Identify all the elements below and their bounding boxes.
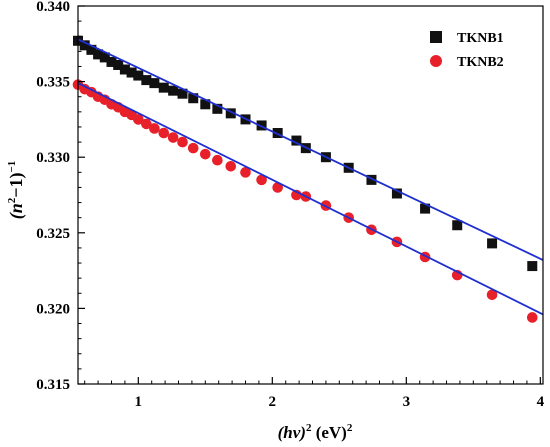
y-tick-label: 0.325 <box>36 226 70 242</box>
data-point <box>200 148 211 160</box>
plot-frame <box>77 5 544 385</box>
data-point <box>158 127 170 139</box>
series-tknb2 <box>72 79 544 323</box>
y-tick-label: 0.320 <box>36 301 70 317</box>
data-point <box>487 238 498 249</box>
plot-layer <box>72 35 544 323</box>
data-point <box>93 49 104 60</box>
data-point <box>272 128 283 139</box>
data-point <box>133 114 144 125</box>
data-point <box>200 99 211 110</box>
x-axis-title: (hν)2 (eV)2 <box>278 422 353 442</box>
data-point <box>167 132 179 143</box>
data-point <box>391 188 402 199</box>
data-point <box>141 118 152 130</box>
data-point <box>526 312 538 323</box>
x-axis-title-exp: 2 <box>306 422 312 434</box>
x-tick-label: 1 <box>135 394 143 410</box>
data-point <box>126 67 137 78</box>
data-point <box>158 82 169 93</box>
x-tick-label: 2 <box>269 394 277 410</box>
x-tick-label: 3 <box>403 394 411 410</box>
legend: TKNB1 TKNB2 <box>430 31 504 70</box>
legend-label-tknb2: TKNB2 <box>457 55 504 70</box>
data-point <box>149 123 160 134</box>
data-point <box>212 154 223 166</box>
y-axis-title-exp: 2 <box>6 197 18 203</box>
y-tick-label: 0.340 <box>36 0 70 15</box>
y-tick-label: 0.315 <box>36 377 70 393</box>
legend-marker-tknb1 <box>430 31 442 43</box>
data-point <box>272 182 283 193</box>
legend-label-tknb1: TKNB1 <box>457 31 504 46</box>
y-axis-title: (n2−1)−1 <box>6 161 27 220</box>
data-point <box>86 44 97 55</box>
data-point <box>177 88 188 99</box>
x-axis-title-unit-exp: 2 <box>347 422 353 434</box>
series-tknb1 <box>73 35 544 272</box>
data-point <box>486 289 498 301</box>
y-tick-label: 0.330 <box>36 150 70 166</box>
y-tick-label: 0.335 <box>36 75 70 91</box>
legend-marker-tknb2 <box>430 55 442 67</box>
data-point <box>106 56 117 67</box>
y-axis-title-exp2: −1 <box>6 161 18 173</box>
data-point <box>187 142 199 154</box>
y-axis-title-base: (n <box>6 203 27 219</box>
data-point <box>149 78 160 89</box>
fit-line-tknb2 <box>77 82 544 316</box>
x-axis-title-unit: (eV) <box>311 423 346 442</box>
data-point <box>291 135 302 146</box>
data-point <box>212 103 223 114</box>
fit-line-tknb1 <box>77 38 544 261</box>
data-point <box>99 52 110 63</box>
data-point <box>119 64 130 75</box>
y-axis-title-mid: −1) <box>6 173 27 198</box>
data-point <box>79 40 90 51</box>
data-point <box>527 261 538 272</box>
data-point <box>177 136 188 148</box>
x-tick-label: 4 <box>537 394 545 410</box>
data-point <box>256 174 267 186</box>
data-point <box>188 93 199 104</box>
data-point <box>133 70 144 81</box>
x-axis-title-base: (hν) <box>278 423 306 442</box>
data-point <box>240 167 251 178</box>
data-point <box>452 220 463 231</box>
axis-layer: 1 2 3 4 0.315 0.320 0.325 0.330 0.335 0.340 <box>36 0 544 410</box>
data-point <box>225 160 237 172</box>
data-point <box>113 59 124 70</box>
data-point <box>420 203 431 214</box>
data-point <box>168 85 179 96</box>
data-point <box>366 174 377 185</box>
data-point <box>225 108 236 119</box>
data-point <box>141 75 152 86</box>
